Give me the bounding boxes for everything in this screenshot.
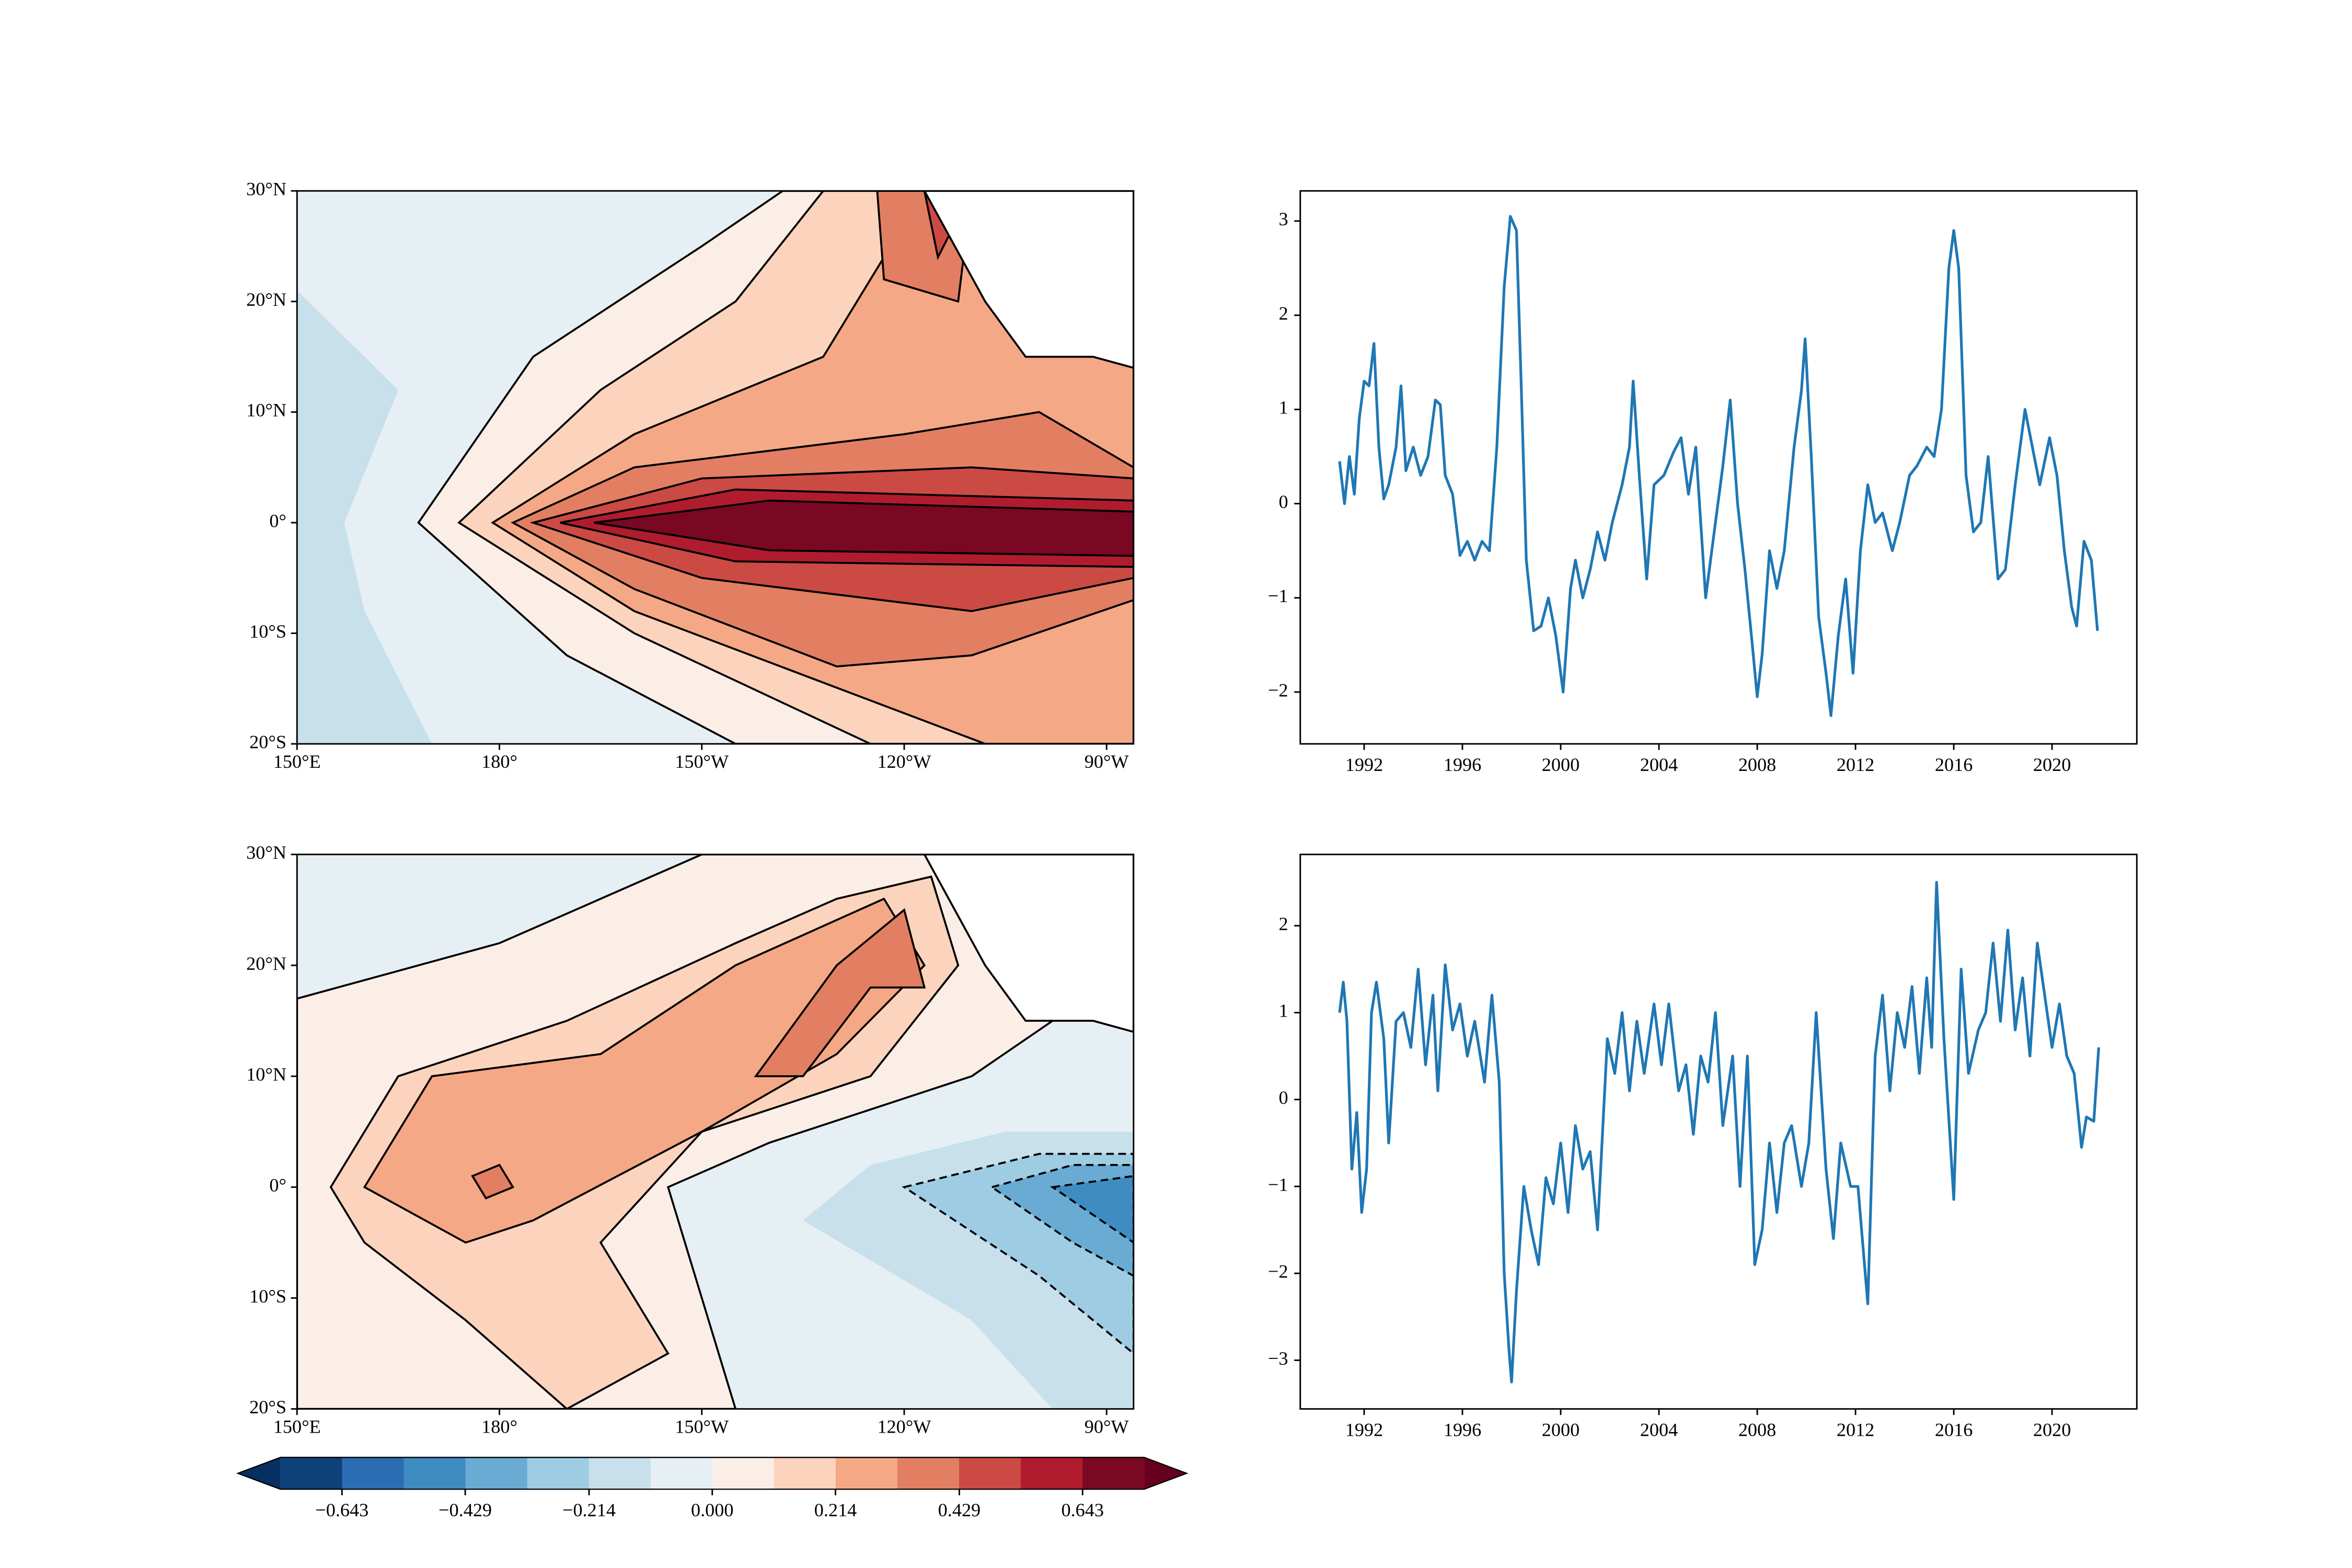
colorbar-tick-label: −0.214 xyxy=(562,1500,616,1520)
y-tick-label: 0 xyxy=(1278,491,1288,512)
x-tick-label: 2012 xyxy=(1837,1419,1874,1440)
y-tick-label: 1 xyxy=(1278,1000,1288,1021)
y-tick-label: 30°N xyxy=(246,179,286,200)
y-tick-label: 2 xyxy=(1278,913,1288,934)
x-tick-label: 180° xyxy=(481,751,517,772)
y-tick-label: 20°S xyxy=(249,1397,286,1417)
colorbar-box xyxy=(1021,1457,1083,1490)
x-tick-label: 1992 xyxy=(1345,754,1383,775)
colorbar-box xyxy=(959,1457,1022,1490)
colorbar-box xyxy=(1082,1457,1145,1490)
colorbar-tick-label: −0.429 xyxy=(439,1500,492,1520)
colorbar-tick-label: 0.643 xyxy=(1061,1500,1104,1520)
x-tick-label: 180° xyxy=(481,1416,517,1437)
y-tick-label: 20°S xyxy=(249,732,286,753)
colorbar-box xyxy=(342,1457,405,1490)
colorbar-box xyxy=(465,1457,528,1490)
map-field xyxy=(297,191,1134,744)
x-tick-label: 2020 xyxy=(2033,1419,2071,1440)
y-tick-label: 1 xyxy=(1278,397,1288,418)
land xyxy=(923,854,1134,1033)
x-tick-label: 120°W xyxy=(877,751,931,772)
x-tick-label: 1996 xyxy=(1444,1419,1481,1440)
contour-region xyxy=(754,908,926,1078)
series-line xyxy=(1338,881,2101,1383)
x-tick-label: 90°W xyxy=(1085,1416,1129,1437)
x-tick-label: 2004 xyxy=(1640,754,1678,775)
y-tick-label: −3 xyxy=(1268,1348,1288,1369)
colorbar-tick-label: 0.214 xyxy=(814,1500,857,1520)
x-tick-label: 150°E xyxy=(273,751,321,772)
colorbar-box xyxy=(835,1457,898,1490)
colorbar-tick-label: −0.643 xyxy=(315,1500,368,1520)
map-frame xyxy=(296,190,1135,745)
x-tick-label: 90°W xyxy=(1085,751,1129,772)
x-tick-label: 150°W xyxy=(675,1416,729,1437)
x-tick-label: 2004 xyxy=(1640,1419,1678,1440)
colorbar-box xyxy=(650,1457,713,1490)
y-tick-label: 30°N xyxy=(246,842,286,863)
axes-frame xyxy=(1299,854,2138,1410)
land xyxy=(923,191,1134,369)
y-tick-label: −1 xyxy=(1268,585,1288,606)
colorbar-box xyxy=(589,1457,651,1490)
x-tick-label: 2012 xyxy=(1837,754,1874,775)
contour-region xyxy=(1050,1175,1134,1244)
x-tick-label: 2000 xyxy=(1542,1419,1579,1440)
colorbar-tick-label: 0.429 xyxy=(938,1500,981,1520)
y-tick-label: 0 xyxy=(1278,1087,1288,1108)
axes-frame xyxy=(1299,190,2138,745)
y-tick-label: 20°N xyxy=(246,953,286,974)
y-tick-label: 10°N xyxy=(246,400,286,421)
x-tick-label: 1996 xyxy=(1444,754,1481,775)
y-tick-label: −1 xyxy=(1268,1174,1288,1195)
x-tick-label: 2020 xyxy=(2033,754,2071,775)
series-line xyxy=(1338,215,2099,717)
y-tick-label: 10°S xyxy=(249,621,286,642)
x-tick-label: 2016 xyxy=(1935,754,1973,775)
colorbar-box xyxy=(527,1457,590,1490)
colorbar-box xyxy=(280,1457,343,1490)
colorbar-box xyxy=(403,1457,466,1490)
colorbar-box xyxy=(897,1457,960,1490)
x-tick-label: 2000 xyxy=(1542,754,1579,775)
y-tick-label: 10°N xyxy=(246,1064,286,1085)
y-tick-label: 20°N xyxy=(246,289,286,310)
x-tick-label: 150°W xyxy=(675,751,729,772)
y-tick-label: −2 xyxy=(1268,1261,1288,1282)
colorbar-outline xyxy=(236,1457,1189,1490)
y-tick-label: 3 xyxy=(1278,209,1288,229)
y-tick-label: 0° xyxy=(269,1175,286,1196)
colorbar-extend xyxy=(238,1457,281,1490)
contour-region xyxy=(363,897,926,1244)
y-tick-label: 2 xyxy=(1278,303,1288,324)
contour-region xyxy=(471,1163,515,1200)
x-tick-label: 1992 xyxy=(1345,1419,1383,1440)
y-tick-label: 0° xyxy=(269,510,286,531)
x-tick-label: 150°E xyxy=(273,1416,321,1437)
map-field xyxy=(297,854,1134,1409)
contour-region xyxy=(593,499,1134,557)
colorbar-tick-label: 0.000 xyxy=(691,1500,734,1520)
y-tick-label: −2 xyxy=(1268,679,1288,700)
y-tick-label: 10°S xyxy=(249,1286,286,1307)
x-tick-label: 120°W xyxy=(877,1416,931,1437)
colorbar-box xyxy=(774,1457,837,1490)
colorbar-extend xyxy=(1144,1457,1187,1490)
x-tick-label: 2008 xyxy=(1738,1419,1776,1440)
map-frame xyxy=(296,854,1135,1410)
x-tick-label: 2016 xyxy=(1935,1419,1973,1440)
x-tick-label: 2008 xyxy=(1738,754,1776,775)
colorbar-box xyxy=(712,1457,775,1490)
